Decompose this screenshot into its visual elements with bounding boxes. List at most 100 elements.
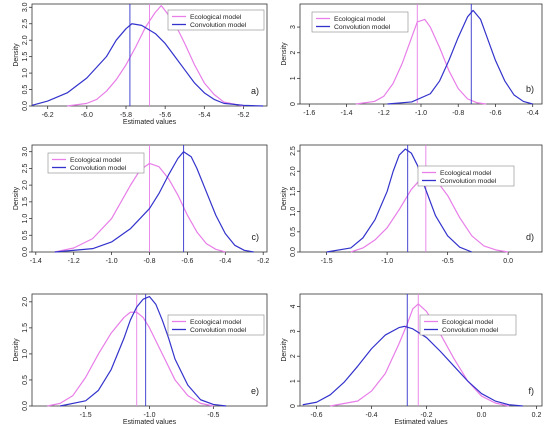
density-curve [387, 9, 533, 105]
density-panel: -1.4 -1.2 -1.0 -0.8 -0.6 -0.4 -0.2 0.0 0.5 1.0 1.5… [13, 144, 269, 265]
density-curve [59, 296, 227, 407]
density-curve [350, 174, 509, 253]
x-tick-label: -0.4 [527, 110, 539, 117]
x-tick-label: 0.0 [477, 412, 487, 419]
legend-entry: Ecological model [190, 14, 242, 21]
legend-box [167, 314, 265, 336]
legend-entry: Convolution model [334, 24, 391, 31]
x-tick-label: -1.5 [321, 258, 333, 265]
legend-entry: Convolution model [70, 165, 127, 172]
y-tick-label: 3 [290, 329, 297, 333]
x-tick-label: -0.5 [207, 412, 219, 419]
y-tick-label: 1.5 [22, 323, 29, 333]
y-tick-label: 1 [290, 379, 297, 383]
x-tick-label: -1.2 [68, 258, 80, 265]
legend-entry: Convolution model [442, 327, 499, 334]
legend-box [47, 152, 145, 174]
y-axis-label: Density [281, 42, 288, 66]
density-panel: -1.5 -1.0 -0.5 0.0 0.5 1.0 1.5 2.0 Density Estima… [13, 293, 268, 426]
y-tick-label: 0 [290, 404, 297, 408]
y-tick-label: 2 [290, 354, 297, 358]
y-tick-label: 0.5 [22, 230, 29, 240]
y-tick-label: 2.5 [22, 19, 29, 29]
y-tick-label: 0.0 [22, 401, 29, 411]
y-tick-label: 1.0 [22, 349, 29, 359]
x-tick-label: -5.8 [120, 112, 132, 119]
legend-box [167, 9, 265, 31]
y-tick-label: 0.0 [22, 101, 29, 111]
y-tick-label: 4 [290, 304, 297, 308]
x-tick-label: 0.0 [503, 258, 513, 265]
panel-label: f) [529, 386, 535, 396]
x-tick-label: -0.4 [365, 412, 377, 419]
x-tick-label: -1.0 [143, 412, 155, 419]
x-tick-label: -1.0 [381, 258, 393, 265]
panel-label: b) [526, 84, 534, 94]
x-tick-label: -1.4 [341, 110, 353, 117]
x-tick-label: -5.2 [237, 112, 249, 119]
y-axis-label: Density [13, 338, 20, 362]
legend-entry: Ecological model [334, 16, 386, 23]
y-tick-label: 1.5 [22, 197, 29, 207]
x-tick-label: -1.6 [303, 110, 315, 117]
y-tick-label: 0.5 [290, 227, 297, 237]
density-curve [355, 18, 487, 105]
legend-entry: Ecological model [70, 157, 122, 164]
legend-box [417, 165, 515, 187]
density-curve [31, 23, 264, 107]
legend-box [419, 314, 517, 336]
plot-frame [299, 293, 543, 407]
y-axis-label: Density [13, 43, 20, 67]
y-axis-label: Density [13, 186, 20, 210]
x-tick-label: -5.6 [159, 112, 171, 119]
x-tick-label: -6.2 [42, 112, 54, 119]
x-tick-label: -0.5 [442, 258, 454, 265]
panel-label: c) [252, 232, 260, 242]
density-panel: -1.5 -1.0 -0.5 0.0 0.0 0.5 1.0 1.5 2.0 2.5 Density… [281, 144, 543, 265]
density-curve [302, 325, 523, 407]
y-tick-label: 1.5 [22, 52, 29, 62]
y-tick-label: 2.0 [290, 166, 297, 176]
y-tick-label: 2.5 [290, 146, 297, 156]
x-tick-label: -1.2 [378, 110, 390, 117]
y-tick-label: 2 [290, 51, 297, 55]
density-panel: -1.6 -1.4 -1.2 -1.0 -0.8 -0.6 -0.4 0 1 2 3 Density E… [281, 3, 543, 117]
x-tick-label: -5.4 [198, 112, 210, 119]
x-tick-label: -1.5 [80, 412, 92, 419]
panel-label: e) [251, 386, 259, 396]
legend-entry: Convolution model [190, 22, 247, 29]
x-tick-label: -0.4 [219, 258, 231, 265]
y-tick-label: 1.0 [22, 68, 29, 78]
plot-frame [299, 144, 543, 253]
y-tick-label: 0 [290, 102, 297, 106]
y-axis-label: Density [281, 338, 288, 362]
legend-entry: Convolution model [190, 327, 247, 334]
density-curve [54, 162, 226, 253]
y-tick-label: 0.5 [22, 375, 29, 385]
y-tick-label: 3.0 [22, 2, 29, 12]
x-tick-label: -6.0 [81, 112, 93, 119]
y-tick-label: 2.0 [22, 35, 29, 45]
density-curve [67, 5, 244, 107]
x-axis-label: Estimated values [123, 119, 177, 126]
x-tick-label: -0.2 [420, 412, 432, 419]
x-tick-label: -0.6 [310, 412, 322, 419]
y-tick-label: 3 [290, 25, 297, 29]
y-tick-label: 0.0 [22, 247, 29, 257]
y-tick-label: 2.0 [22, 180, 29, 190]
x-axis-label: Estimated values [394, 419, 448, 426]
y-tick-label: 2.5 [22, 163, 29, 173]
x-tick-label: -0.6 [489, 110, 501, 117]
legend-entry: Ecological model [442, 319, 494, 326]
y-tick-label: 1.0 [22, 214, 29, 224]
plot-frame [31, 293, 268, 407]
x-tick-label: -0.8 [143, 258, 155, 265]
x-axis-label: Estimated values [123, 419, 177, 426]
density-panel: -0.6 -0.4 -0.2 0.0 0.2 0 1 2 3 4 Density Estimated … [281, 293, 543, 426]
y-tick-label: 2.0 [22, 297, 29, 307]
